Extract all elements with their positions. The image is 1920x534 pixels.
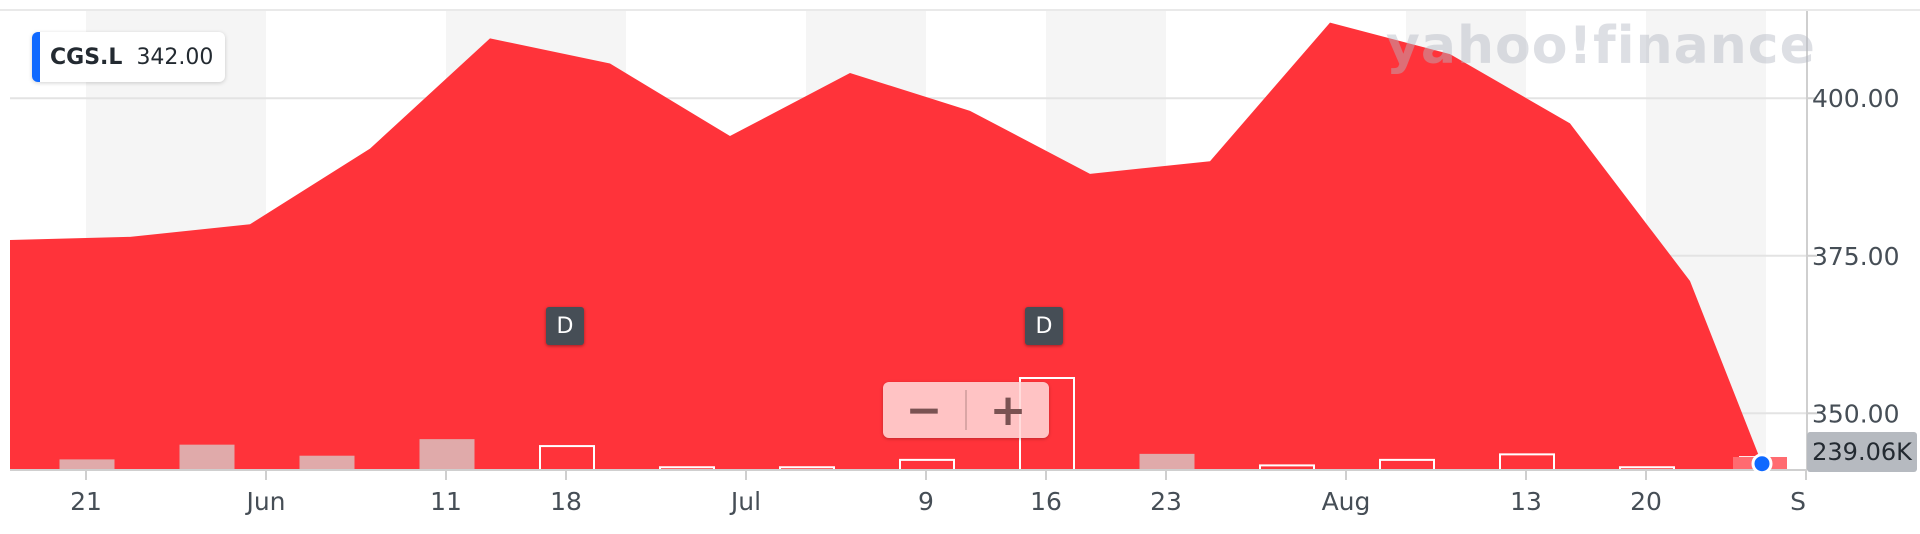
volume-badge: 239.06K xyxy=(1807,432,1917,472)
volume-bar-2 xyxy=(299,455,355,471)
x-tick-label-4: Jul xyxy=(729,487,761,516)
y-tick-label-2: 400.00 xyxy=(1812,84,1899,113)
dividend-marker-2[interactable]: D xyxy=(1025,307,1063,345)
volume-bar-3 xyxy=(419,439,475,471)
x-tick-label-0: 21 xyxy=(70,487,102,516)
y-tick-label-0: 350.00 xyxy=(1812,399,1899,428)
price-area xyxy=(10,22,1762,470)
dividend-marker-1[interactable]: D xyxy=(546,307,584,345)
volume-bar-0 xyxy=(59,459,115,471)
ticker-price: 342.00 xyxy=(136,44,214,70)
zoom-out-button[interactable]: − xyxy=(905,384,943,436)
x-tick-label-7: 23 xyxy=(1150,487,1182,516)
x-tick-label-5: 9 xyxy=(918,487,934,516)
x-tick-label-8: Aug xyxy=(1322,487,1371,516)
x-tick-label-1: Jun xyxy=(244,487,285,516)
x-tick-label-2: 11 xyxy=(430,487,462,516)
y-tick-label-1: 375.00 xyxy=(1812,242,1899,271)
x-tick-label-3: 18 xyxy=(550,487,582,516)
zoom-control: − + xyxy=(883,382,1049,438)
zoom-in-button[interactable]: + xyxy=(989,384,1027,436)
volume-bar-1 xyxy=(179,444,235,471)
ticker-label[interactable]: CGS.L 342.00 xyxy=(32,32,226,82)
ticker-symbol: CGS.L xyxy=(50,44,123,70)
ticker-accent-bar xyxy=(32,32,40,82)
x-tick-label-11: S xyxy=(1790,487,1806,516)
x-tick-label-10: 20 xyxy=(1630,487,1662,516)
last-price-point xyxy=(1751,453,1773,475)
volume-bar-9 xyxy=(1139,453,1195,471)
x-tick-label-6: 16 xyxy=(1030,487,1062,516)
x-tick-label-9: 13 xyxy=(1510,487,1542,516)
yahoo-finance-watermark: yahoo!finance xyxy=(1386,16,1816,76)
zoom-separator xyxy=(965,390,967,430)
